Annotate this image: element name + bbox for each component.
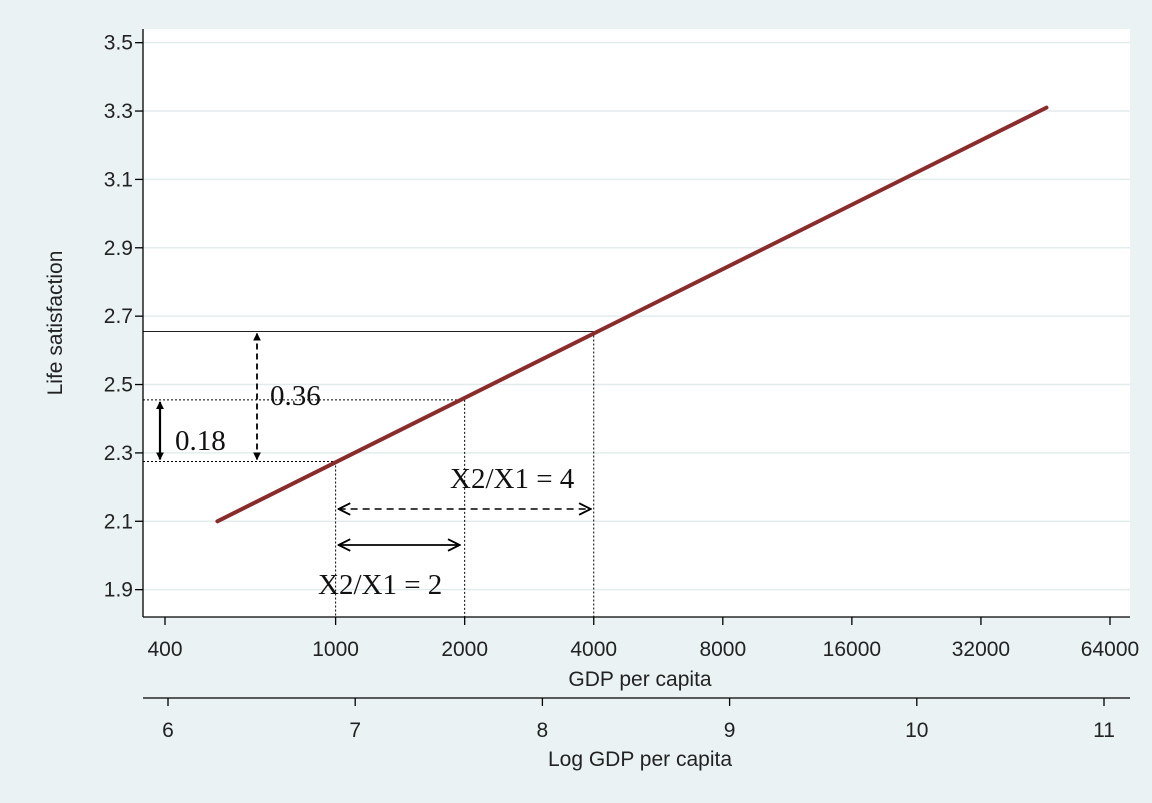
label-018: 0.18 [175,425,226,457]
y-tick-label: 2.3 [104,442,133,465]
annotations: 0.18 0.36 X2/X1 = 4 X2/X1 = 2 [156,332,591,601]
x2-tick-label: 6 [162,719,174,742]
x-tick-label: 8000 [699,638,746,661]
x2-tick-label: 9 [724,719,736,742]
y-tick-label: 1.9 [104,579,133,602]
label-036: 0.36 [270,380,321,412]
y-tick-label: 2.1 [104,510,133,533]
x-tick-label: 1000 [312,638,359,661]
x-tick-label: 64000 [1081,638,1139,661]
y-tick-label: 2.9 [104,237,133,260]
y-tick-label: 3.5 [104,32,133,55]
y-axis-title: Life satisfaction [44,251,67,396]
y-tick-label: 3.3 [104,100,133,123]
x2-tick-label: 10 [905,719,928,742]
grid-lines [143,41,1130,591]
x-tick-label: 4000 [570,638,617,661]
series-group [215,105,1049,524]
x-axis-title: GDP per capita [568,668,712,691]
series-line [215,105,1049,524]
x2-tick-label: 7 [349,719,361,742]
plot-area [143,29,1130,617]
x2-tick-label: 8 [537,719,549,742]
axes: 1.9 2.1 2.3 2.5 2.7 2.9 3.1 3.3 3.5 400 1000 2000 40… [104,29,1139,742]
label-ratio-2: X2/X1 = 2 [318,569,442,601]
label-ratio-4: X2/X1 = 4 [450,463,575,495]
y-tick-label: 3.1 [104,168,133,191]
x-tick-label: 400 [147,638,182,661]
x2-axis-title: Log GDP per capita [548,748,732,771]
x-tick-label: 16000 [823,638,881,661]
x-tick-label: 2000 [441,638,488,661]
x2-tick-label: 11 [1093,719,1115,742]
y-tick-label: 2.5 [104,374,133,397]
y-tick-label: 2.7 [104,305,133,328]
x-tick-label: 32000 [952,638,1010,661]
